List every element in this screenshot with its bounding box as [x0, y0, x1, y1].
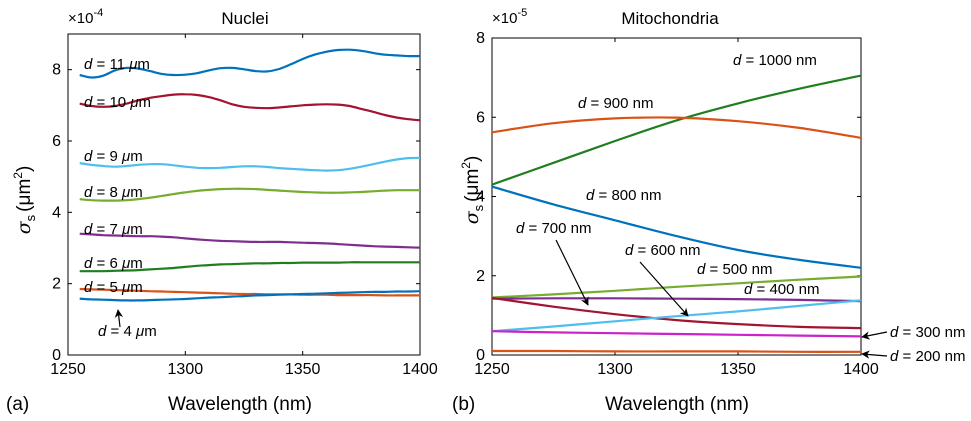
series-label-d-300-nm: d = 300 nm	[890, 324, 966, 341]
series-label-d-600-nm: d = 600 nm	[625, 242, 701, 259]
label-arrow-d-700-nm	[555, 239, 589, 306]
series-line-d-800-nm	[491, 185, 862, 269]
series-line-d-10-m	[79, 93, 421, 122]
y-tick-label: 4	[52, 204, 61, 221]
panel-b-xlabel: Wavelength (nm)	[605, 394, 749, 415]
y-tick-label: 8	[476, 30, 485, 47]
panel-a-multiplier: ×10-4	[68, 7, 103, 27]
series-line-d-1000-nm	[491, 74, 862, 186]
series-line-d-9-m	[79, 156, 421, 172]
series-label-d-700-nm: d = 700 nm	[516, 220, 592, 237]
x-tick-label: 1250	[474, 361, 510, 378]
series-label-d-800-nm: d = 800 nm	[586, 187, 662, 204]
series-label-d-5-m: d = 5 μm	[84, 279, 143, 296]
x-tick-label: 1350	[720, 361, 756, 378]
panel-b: Mitochondria ×10-5 σs(μm2) 1250 1300 1350 1…	[452, 7, 966, 415]
axes-box	[67, 33, 421, 356]
y-tick-label: 2	[52, 276, 61, 293]
y-tick-label: 4	[476, 189, 485, 206]
series-label-d-8-m: d = 8 μm	[84, 184, 143, 201]
series-label-d-4-m: d = 4 μm	[98, 323, 157, 340]
series-line-d-6-m	[79, 261, 420, 273]
series-label-d-200-nm: d = 200 nm	[890, 348, 966, 365]
svg-text:σs(μm2): σs(μm2)	[11, 166, 38, 235]
series-label-d-6-m: d = 6 μm	[84, 255, 143, 272]
axes-box	[491, 37, 862, 356]
series-line-d-200-nm	[491, 349, 862, 353]
label-arrow-d-4-m	[114, 309, 124, 328]
panel-b-ylabel: σs(μm2)	[459, 156, 486, 225]
series-label-d-1000-nm: d = 1000 nm	[733, 52, 817, 69]
x-tick-label: 1250	[50, 361, 86, 378]
x-tick-label: 1300	[168, 361, 204, 378]
series-line-d-4-m	[79, 290, 421, 302]
panel-b-multiplier: ×10-5	[492, 7, 527, 27]
y-tick-label: 0	[476, 347, 485, 364]
series-line-d-400-nm	[491, 297, 862, 303]
y-tick-label: 0	[52, 347, 61, 364]
series-line-d-11-m	[79, 48, 421, 79]
panel-a-label: (a)	[6, 394, 29, 415]
series-line-d-500-nm	[491, 275, 862, 299]
label-arrow-d-200-nm	[861, 350, 888, 359]
x-tick-label: 1400	[843, 361, 879, 378]
series-line-d-700-nm	[491, 296, 862, 330]
panel-b-label: (b)	[452, 394, 475, 415]
series-label-d-400-nm: d = 400 nm	[744, 281, 820, 298]
series-line-d-600-nm	[491, 299, 862, 333]
y-tick-label: 6	[52, 133, 61, 150]
panel-b-title: Mitochondria	[621, 9, 719, 28]
panel-a-ylabel: σs(μm2)	[11, 166, 38, 235]
x-tick-label: 1350	[285, 361, 321, 378]
svg-text:σs(μm2): σs(μm2)	[459, 156, 486, 225]
series-line-d-900-nm	[491, 116, 862, 139]
series-label-d-500-nm: d = 500 nm	[697, 261, 773, 278]
y-tick-label: 8	[52, 62, 61, 79]
panel-a: Nuclei ×10-4 σs(μm2) 1250 1300 1350 1400 0 2 4…	[6, 7, 438, 415]
panel-a-title: Nuclei	[221, 9, 268, 28]
series-label-d-900-nm: d = 900 nm	[578, 95, 654, 112]
panel-a-xlabel: Wavelength (nm)	[168, 394, 312, 415]
series-line-d-300-nm	[491, 330, 862, 338]
panel-a-plot: 1250 1300 1350 1400 0 2 4 6 8 d = 11 μm d = 10 μm d…	[50, 33, 438, 378]
series-line-d-8-m	[79, 187, 420, 202]
series-line-d-5-m	[79, 287, 420, 297]
x-tick-label: 1300	[597, 361, 633, 378]
y-tick-label: 2	[476, 268, 485, 285]
label-arrow-d-600-nm	[639, 261, 689, 317]
series-label-d-7-m: d = 7 μm	[84, 221, 143, 238]
x-tick-label: 1400	[402, 361, 438, 378]
series-label-d-11-m: d = 11 μm	[84, 56, 150, 73]
series-line-d-7-m	[79, 232, 421, 249]
series-label-d-10-m: d = 10 μm	[84, 94, 151, 111]
series-label-d-9-m: d = 9 μm	[84, 148, 143, 165]
y-tick-label: 6	[476, 109, 485, 126]
panel-b-plot: 1250 1300 1350 1400 0 2 4 6 8 d = 1000 nm d = 900 …	[474, 30, 965, 378]
label-arrow-d-300-nm	[861, 331, 888, 340]
